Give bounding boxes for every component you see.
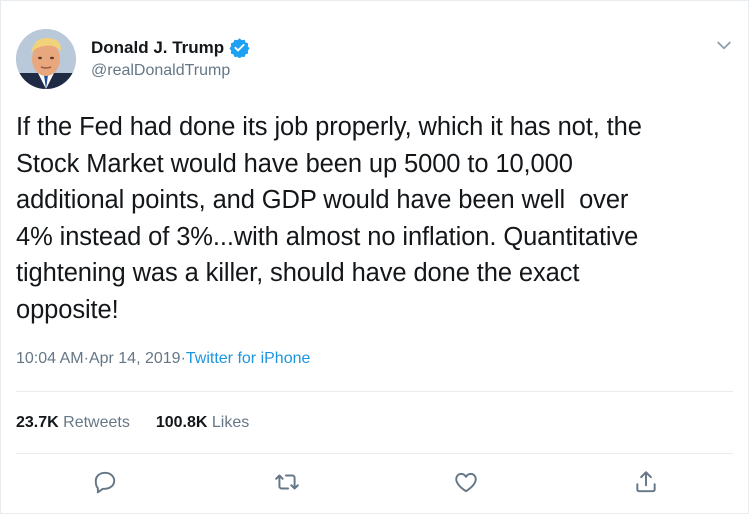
author-name[interactable]: Donald J. Trump [91,37,225,57]
avatar-photo [16,29,76,89]
divider [16,453,733,454]
retweet-button[interactable] [272,467,302,497]
likes-label: Likes [211,414,250,431]
author-block: Donald J. Trump @realDonaldTrump [91,37,250,80]
like-icon [455,472,477,493]
tweet-actions [1,467,750,507]
name-row: Donald J. Trump [91,37,250,58]
avatar[interactable] [16,29,76,89]
verified-badge-icon [229,37,250,58]
tweet-source-link[interactable]: Twitter for iPhone [185,350,311,367]
meta-separator: · [83,350,89,367]
retweets-label: Retweets [63,414,130,431]
tweet-date[interactable]: Apr 14, 2019 [88,350,181,367]
tweet-meta: 10:04 AM · Apr 14, 2019 · Twitter for iP… [16,350,310,368]
likes-count: 100.8K [155,414,208,431]
like-button[interactable] [451,467,481,497]
tweet-time[interactable]: 10:04 AM [16,350,84,367]
retweets-count: 23.7K [16,414,59,431]
retweet-icon [275,474,299,490]
retweets-stat[interactable]: 23.7K Retweets [16,414,130,432]
tweet-stats: 23.7K Retweets 100.8K Likes [16,414,249,432]
meta-separator: · [180,350,186,367]
tweet-text: If the Fed had done its job properly, wh… [16,113,642,324]
share-button[interactable] [631,467,661,497]
tweet-header: Donald J. Trump @realDonaldTrump [16,29,736,91]
divider [16,391,733,392]
chevron-down-icon[interactable] [714,35,734,55]
likes-stat[interactable]: 100.8K Likes [156,414,249,432]
share-icon [636,471,656,493]
reply-button[interactable] [90,467,120,497]
author-handle[interactable]: @realDonaldTrump [91,62,231,79]
reply-icon [94,471,116,494]
